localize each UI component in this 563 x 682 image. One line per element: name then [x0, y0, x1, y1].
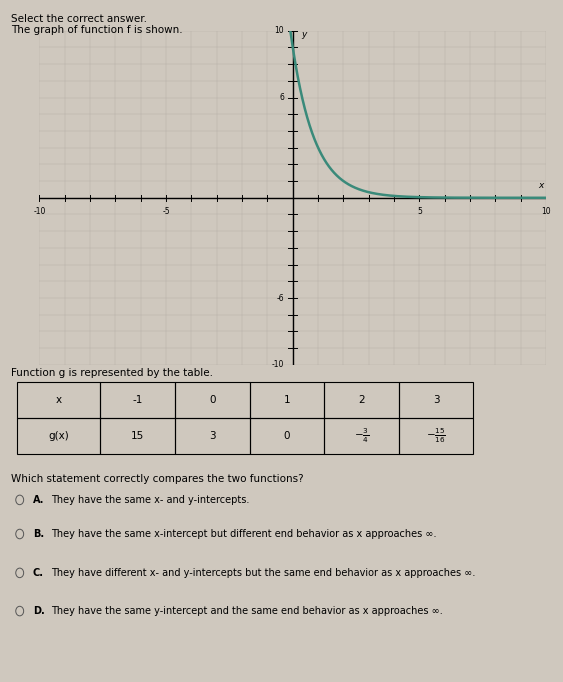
- Text: -5: -5: [162, 207, 170, 216]
- Text: They have the same y-intercept and the same end behavior as x approaches ∞.: They have the same y-intercept and the s…: [51, 606, 443, 616]
- Text: D.: D.: [33, 606, 44, 616]
- Text: -10: -10: [33, 207, 46, 216]
- Text: Select the correct answer.: Select the correct answer.: [11, 14, 148, 24]
- Text: C.: C.: [33, 568, 44, 578]
- Text: -6: -6: [276, 293, 284, 303]
- Text: Which statement correctly compares the two functions?: Which statement correctly compares the t…: [11, 474, 304, 484]
- Text: 2: 2: [358, 395, 365, 405]
- Text: $-\frac{3}{4}$: $-\frac{3}{4}$: [354, 426, 369, 445]
- Text: B.: B.: [33, 529, 44, 539]
- Text: x: x: [538, 181, 544, 190]
- Bar: [17, 382, 100, 417]
- Text: $-\frac{15}{16}$: $-\frac{15}{16}$: [426, 426, 446, 445]
- Text: 0: 0: [284, 430, 290, 441]
- Bar: [249, 382, 324, 417]
- Text: -1: -1: [132, 395, 143, 405]
- Bar: [175, 382, 249, 417]
- Bar: [100, 417, 175, 454]
- Bar: [17, 417, 100, 454]
- Text: 6: 6: [279, 93, 284, 102]
- Text: 0: 0: [209, 395, 216, 405]
- Text: -10: -10: [271, 360, 284, 370]
- Text: They have the same x- and y-intercepts.: They have the same x- and y-intercepts.: [51, 495, 249, 505]
- Text: y: y: [302, 29, 307, 38]
- Bar: [399, 382, 473, 417]
- Text: 1: 1: [284, 395, 290, 405]
- Text: x: x: [56, 395, 61, 405]
- Text: g(x): g(x): [48, 430, 69, 441]
- Bar: [100, 382, 175, 417]
- Bar: [399, 417, 473, 454]
- Bar: [249, 417, 324, 454]
- Text: Function g is represented by the table.: Function g is represented by the table.: [11, 368, 213, 379]
- Text: 15: 15: [131, 430, 144, 441]
- Bar: [324, 417, 399, 454]
- Text: 10: 10: [541, 207, 551, 216]
- Bar: [175, 417, 249, 454]
- Bar: [324, 382, 399, 417]
- Text: 3: 3: [209, 430, 216, 441]
- Text: 3: 3: [433, 395, 439, 405]
- Text: They have the same x-intercept but different end behavior as x approaches ∞.: They have the same x-intercept but diffe…: [51, 529, 436, 539]
- Text: A.: A.: [33, 495, 44, 505]
- Text: 10: 10: [274, 26, 284, 35]
- Text: They have different x- and y-intercepts but the same end behavior as x approache: They have different x- and y-intercepts …: [51, 568, 475, 578]
- Text: The graph of function f is shown.: The graph of function f is shown.: [11, 25, 183, 35]
- Text: 5: 5: [417, 207, 422, 216]
